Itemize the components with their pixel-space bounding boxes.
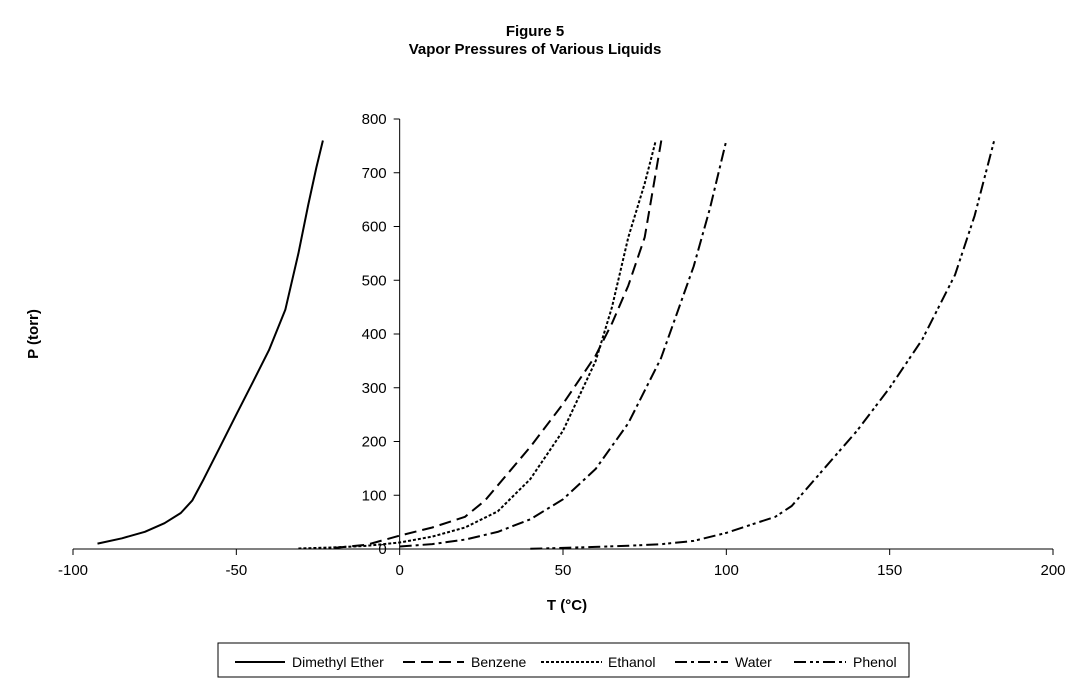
chart-title: Figure 5 — [506, 23, 564, 40]
y-tick-label: 600 — [362, 219, 387, 236]
series-line-benzene — [334, 140, 663, 549]
y-tick-label: 500 — [362, 272, 387, 289]
y-tick-label: 700 — [362, 165, 387, 182]
series-line-ethanol — [298, 140, 657, 550]
y-tick-label: 0 — [378, 541, 386, 558]
legend-label-benzene: Benzene — [471, 654, 526, 670]
legend-label-ethanol: Ethanol — [608, 654, 655, 670]
y-tick-label: 800 — [362, 111, 387, 128]
series-line-dimethyl-ether — [97, 140, 324, 545]
chart-subtitle: Vapor Pressures of Various Liquids — [409, 41, 662, 58]
x-tick-label: 100 — [714, 562, 739, 579]
y-tick-label: 400 — [362, 326, 387, 343]
series-line-water — [399, 140, 728, 548]
axes — [72, 118, 1054, 555]
legend-label-dimethyl-ether: Dimethyl Ether — [292, 654, 384, 670]
x-tick-label: 200 — [1040, 562, 1065, 579]
x-tick-label: 150 — [877, 562, 902, 579]
series-line-phenol — [530, 140, 996, 550]
legend-label-water: Water — [735, 654, 772, 670]
y-tick-label: 100 — [362, 487, 387, 504]
x-tick-label: 0 — [395, 562, 403, 579]
y-axis-title: P (torr) — [25, 309, 42, 359]
x-tick-label: -100 — [58, 562, 88, 579]
y-tick-label: 300 — [362, 380, 387, 397]
legend-label-phenol: Phenol — [853, 654, 897, 670]
tick-labels: -100 -50 0 50 100 150 200 0 100 200 300 400 500 600 70… — [58, 111, 1066, 579]
legend: Dimethyl Ether Benzene Ethanol Water Phenol — [217, 642, 910, 678]
x-tick-label: -50 — [225, 562, 247, 579]
legend-box — [217, 642, 910, 678]
series-lines — [97, 140, 996, 550]
x-axis-title: T (°C) — [547, 597, 587, 614]
y-tick-label: 200 — [362, 434, 387, 451]
x-tick-label: 50 — [555, 562, 572, 579]
